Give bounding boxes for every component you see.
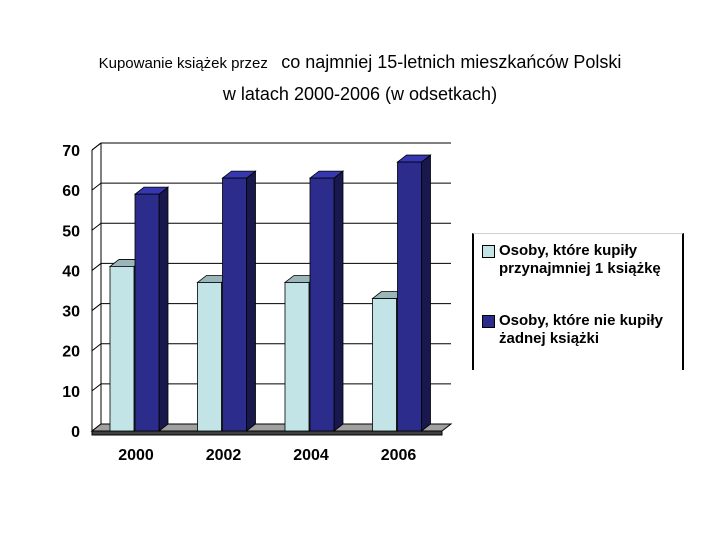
bar-not-bought-2002: [222, 177, 247, 432]
y-tick-label: 0: [71, 424, 80, 441]
legend-swatch-not-bought: [482, 315, 495, 328]
x-tick-label: 2000: [118, 447, 154, 464]
x-tick-label: 2002: [206, 447, 242, 464]
bar-not-bought-2006: [397, 161, 422, 432]
chart-title-line2: w latach 2000-2006 (w odsetkach): [222, 84, 498, 104]
x-tick-label: 2006: [381, 447, 417, 464]
gridline-diag: [91, 383, 102, 392]
bar-side: [333, 170, 344, 432]
floor-front: [91, 430, 443, 436]
gridline-diag: [91, 222, 102, 231]
title-part2: co najmniej 15-letnich mieszkańców Polsk…: [281, 52, 622, 72]
y-tick-label: 50: [62, 223, 80, 240]
y-tick-label: 60: [62, 183, 80, 200]
legend-label-bought: Osoby, które kupiły przynajmniej 1 książ…: [499, 242, 661, 277]
gridline-diag: [91, 142, 102, 151]
bar-side: [421, 154, 431, 432]
bar-side: [246, 170, 256, 432]
x-tick-label: 2004: [293, 447, 329, 464]
y-tick-label: 20: [62, 344, 80, 361]
bar-not-bought-2000: [134, 193, 160, 432]
bar-bought-2004: [284, 282, 310, 432]
bar-not-bought-2004: [309, 177, 335, 432]
legend-label-not-bought: Osoby, które nie kupiły żadnej książki: [499, 312, 663, 347]
y-tick-label: 10: [62, 384, 80, 401]
bar-bought-2000: [109, 266, 135, 432]
y-tick-label: 70: [62, 143, 80, 160]
gridline-diag: [91, 343, 102, 352]
bar-bought-2006: [372, 298, 397, 432]
gridline-diag: [91, 263, 102, 271]
y-tick-label: 40: [62, 263, 80, 280]
y-tick-label: 30: [62, 304, 80, 321]
gridline-diag: [91, 182, 102, 191]
legend: Osoby, które kupiły przynajmniej 1 książ…: [472, 233, 684, 370]
legend-swatch-bought: [482, 245, 495, 258]
chart-title-line1: Kupowanie książek przez co najmniej 15-l…: [0, 52, 720, 73]
bar-side: [158, 186, 169, 432]
gridline-diag: [91, 303, 102, 311]
title-part1: Kupowanie książek przez: [98, 55, 268, 72]
bar-bought-2002: [197, 282, 222, 432]
